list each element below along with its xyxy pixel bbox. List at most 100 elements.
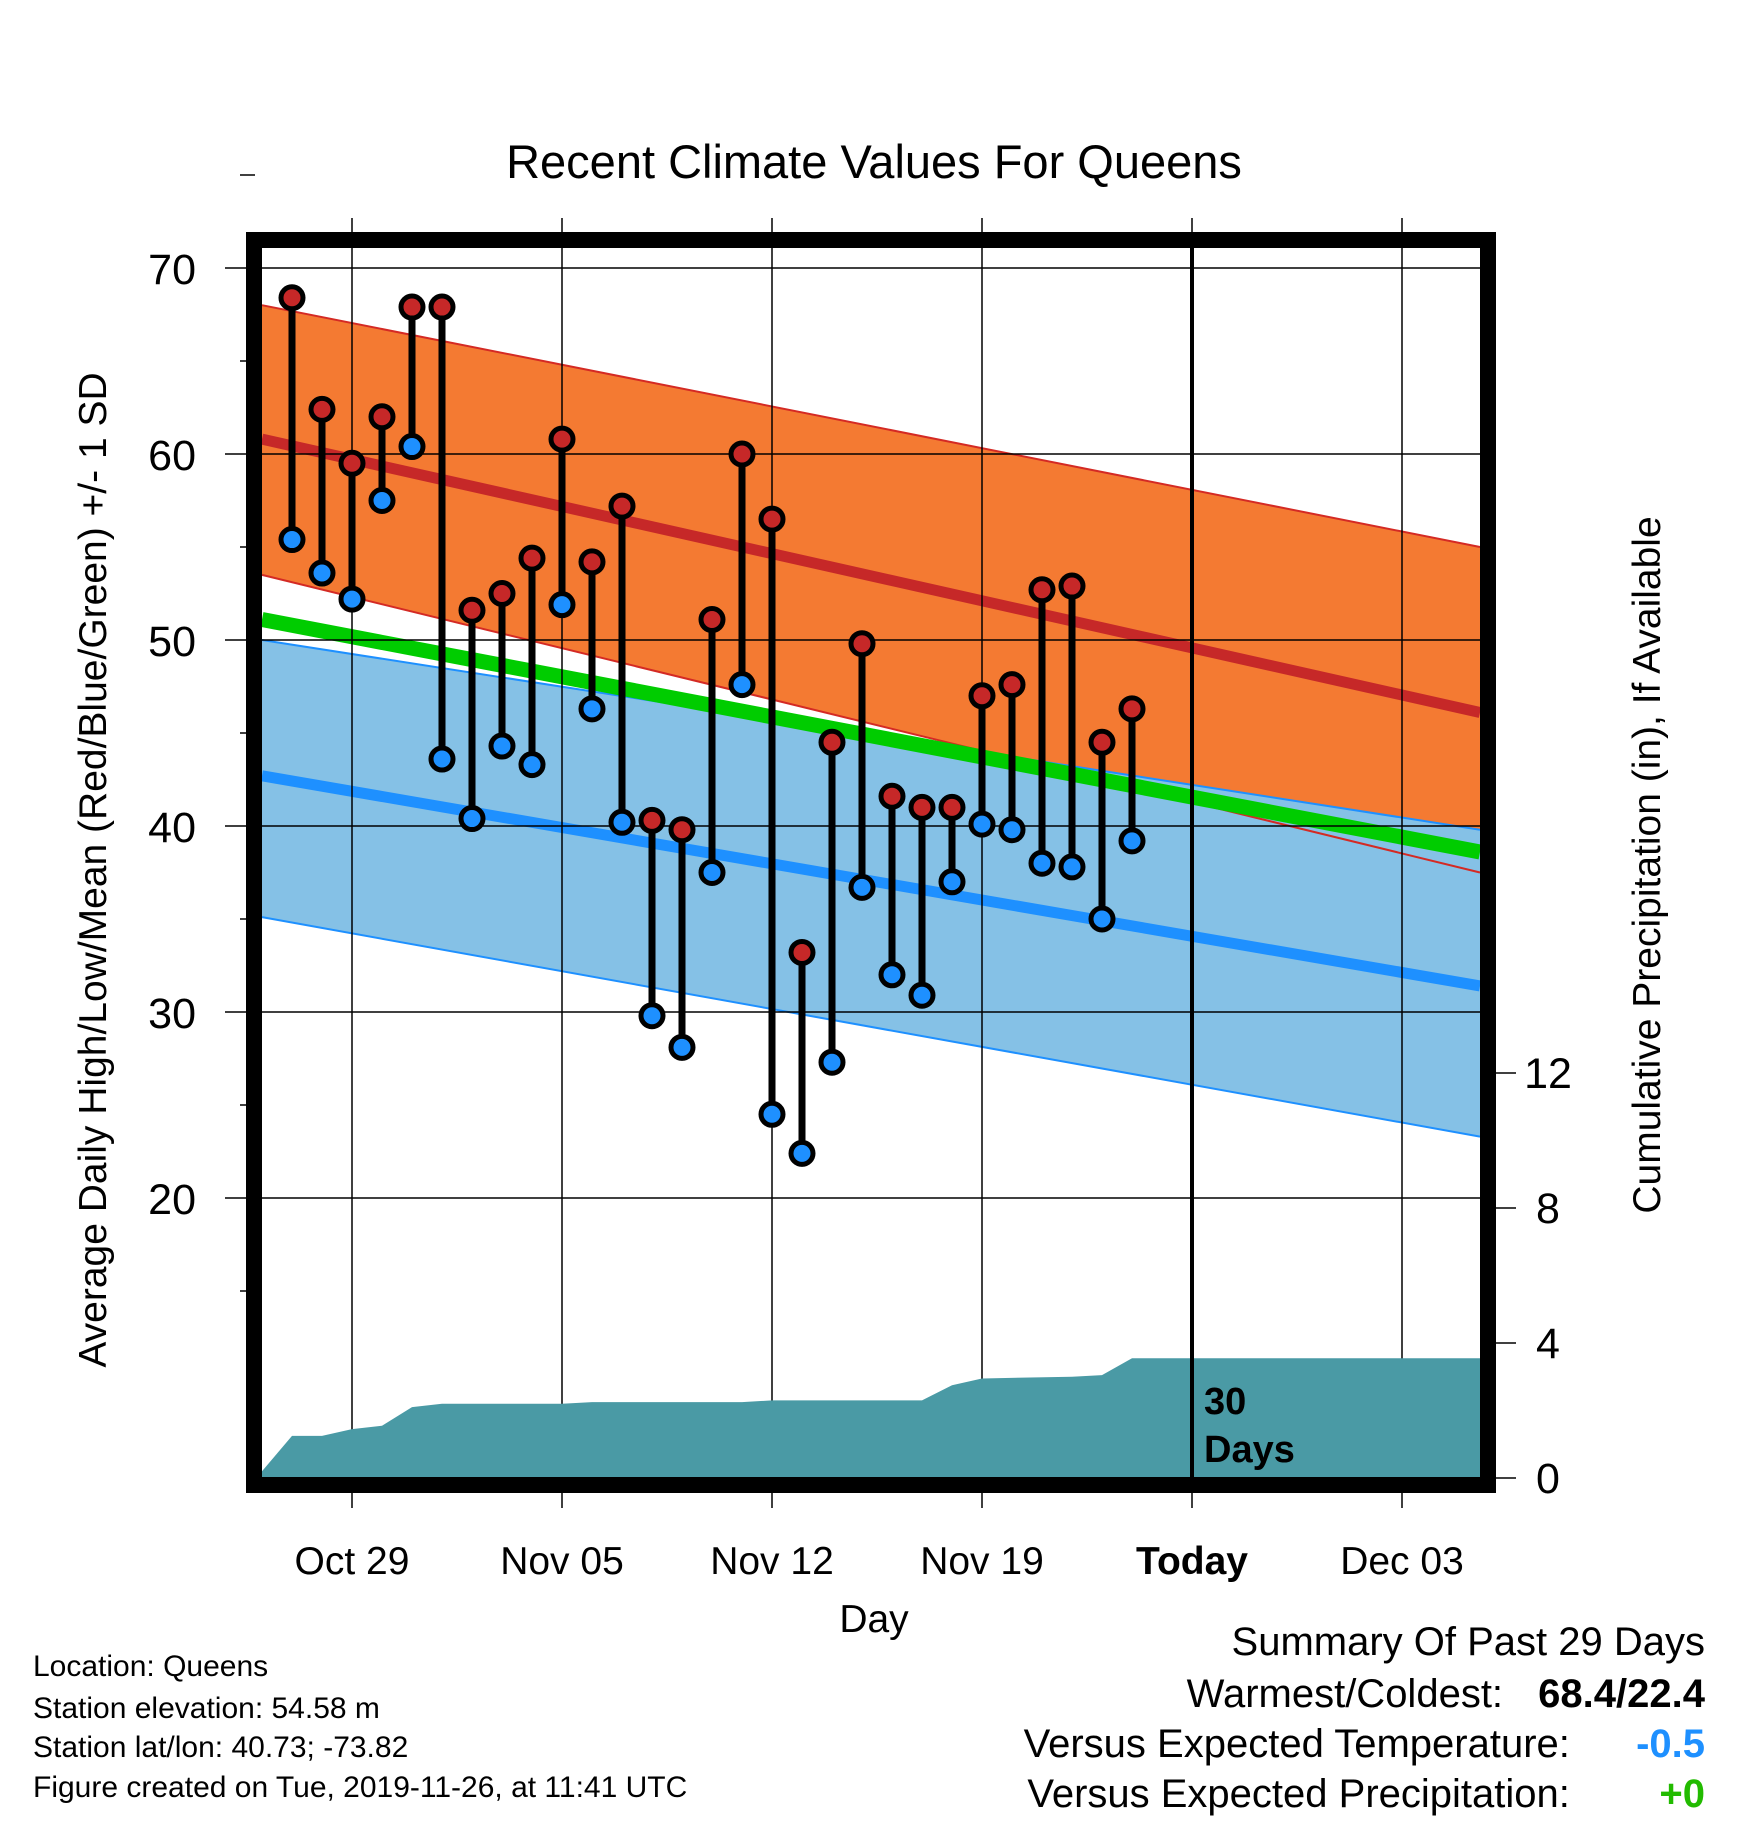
summary-precip-row: Versus Expected Precipitation: +0	[1027, 1772, 1705, 1817]
x-tick-label: Today	[1136, 1540, 1248, 1583]
summary-temp-row: Versus Expected Temperature: -0.5	[1024, 1722, 1705, 1767]
low-point	[638, 1002, 666, 1030]
high-low-bars	[288, 297, 1136, 1154]
location-text: Location: Queens	[33, 1650, 269, 1683]
high-point	[938, 793, 966, 821]
x-tick-label: Nov 19	[920, 1540, 1044, 1583]
latlon-text: Station lat/lon: 40.73; -73.82	[33, 1731, 409, 1764]
high-point	[608, 492, 636, 520]
high-point	[1088, 728, 1116, 756]
temp-label: Versus Expected Temperature:	[1023, 1722, 1570, 1766]
y2-tick-label: 12	[1524, 1050, 1572, 1098]
summary-warmest-row: Warmest/Coldest: 68.4/22.4	[1187, 1672, 1705, 1717]
high-point	[968, 682, 996, 710]
plot-frame	[246, 232, 1496, 1493]
y2-tick-label: 0	[1536, 1455, 1560, 1503]
low-point	[1088, 905, 1116, 933]
y-tick-label: 70	[148, 246, 196, 294]
chart-title: Recent Climate Values For Queens	[506, 135, 1242, 188]
low-point	[818, 1048, 846, 1076]
y-tick-label: 60	[148, 432, 196, 480]
today-marker-label-1: 30	[1204, 1381, 1246, 1423]
low-point	[278, 526, 306, 554]
x-axis-label: Day	[839, 1598, 909, 1641]
elevation-text: Station elevation: 54.58 m	[33, 1692, 380, 1725]
high-normal-line	[260, 433, 1482, 718]
low-point	[968, 810, 996, 838]
high-point	[818, 728, 846, 756]
chart-text: Recent Climate Values For Queens Day Avera…	[72, 135, 1669, 1641]
low-point	[848, 873, 876, 901]
low-point	[728, 671, 756, 699]
high-point	[758, 505, 786, 533]
low-point	[788, 1139, 816, 1167]
low-point	[908, 981, 936, 1009]
high-point	[728, 440, 756, 468]
low-point	[1118, 827, 1146, 855]
low-point	[338, 585, 366, 613]
low-point	[608, 808, 636, 836]
high-point	[398, 293, 426, 321]
y-tick-label: 50	[148, 618, 196, 666]
low-point	[1028, 849, 1056, 877]
high-point	[908, 793, 936, 821]
low-point	[428, 745, 456, 773]
summary-heading: Summary Of Past 29 Days	[1231, 1620, 1705, 1664]
created-text: Figure created on Tue, 2019-11-26, at 11…	[33, 1771, 688, 1804]
low-point	[518, 751, 546, 779]
high-point	[1118, 695, 1146, 723]
y2-tick-label: 8	[1536, 1185, 1560, 1233]
high-point	[998, 671, 1026, 699]
x-tick-label: Nov 05	[500, 1540, 624, 1583]
plot-frame-layer	[246, 232, 1496, 1493]
low-point	[878, 961, 906, 989]
today-marker-label-2: Days	[1204, 1429, 1295, 1471]
low-point	[698, 859, 726, 886]
precip-series-area	[262, 1358, 1480, 1478]
high-point	[548, 425, 576, 453]
x-tick-label: Dec 03	[1340, 1540, 1464, 1583]
low-lower-line	[261, 916, 1481, 1138]
high-point	[1058, 572, 1086, 600]
data-points	[278, 284, 1146, 1167]
y-tick-label: 20	[148, 1176, 196, 1224]
high-point	[488, 580, 516, 607]
precip-label: Versus Expected Precipitation:	[1027, 1772, 1570, 1816]
high-point	[848, 630, 876, 658]
precip-area	[262, 1358, 1480, 1478]
warmest-label: Warmest/Coldest:	[1186, 1672, 1504, 1716]
high-point	[788, 938, 816, 966]
warmest-value: 68.4/22.4	[1538, 1672, 1705, 1716]
y2-tick-label: 4	[1536, 1320, 1560, 1368]
high-point	[458, 596, 486, 624]
high-lower-line	[261, 573, 1481, 874]
high-point	[878, 782, 906, 810]
high-point	[338, 449, 366, 477]
high-point	[278, 284, 306, 312]
high-point	[578, 548, 606, 576]
high-point	[668, 816, 696, 844]
high-point	[428, 293, 456, 321]
high-point	[1028, 576, 1056, 604]
y-axis-label: Average Daily High/Low/Mean (Red/Blue/Gr…	[72, 372, 115, 1367]
low-point	[998, 816, 1026, 844]
low-point	[668, 1033, 696, 1061]
mean-normal-line	[260, 612, 1482, 860]
high-point	[308, 395, 336, 423]
low-point	[308, 559, 336, 587]
y2-axis-label: Cumulative Precipitation (in), If Availa…	[1626, 516, 1669, 1213]
low-point	[368, 487, 396, 514]
high-upper-line	[261, 304, 1481, 548]
high-point	[368, 403, 396, 431]
y-tick-label: 30	[148, 990, 196, 1038]
low-point	[488, 732, 516, 760]
temp-value: -0.5	[1636, 1722, 1705, 1766]
high-point	[518, 544, 546, 572]
low-point	[578, 695, 606, 723]
y-tick-label: 40	[148, 804, 196, 852]
low-point	[398, 433, 426, 461]
precip-value: +0	[1659, 1772, 1705, 1816]
low-point	[758, 1100, 786, 1128]
low-point	[1058, 853, 1086, 881]
